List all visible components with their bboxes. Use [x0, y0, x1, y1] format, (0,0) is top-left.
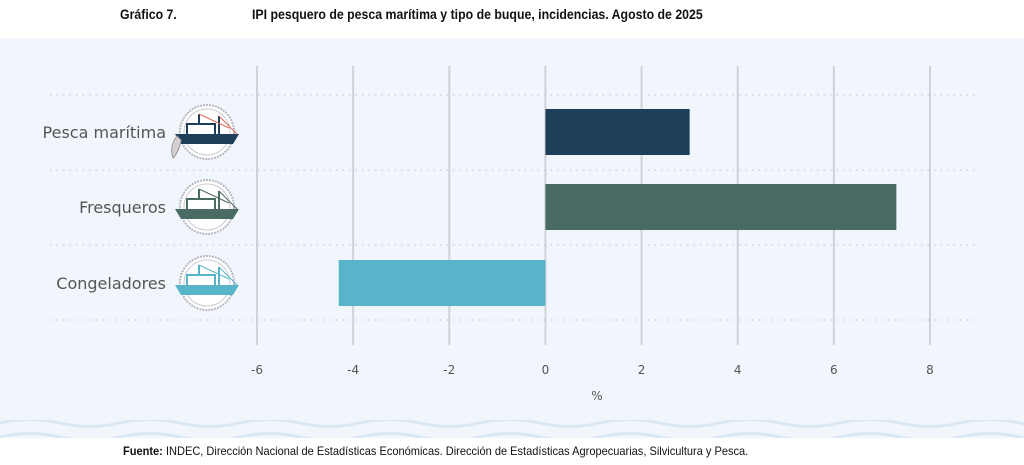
wave-decoration: [0, 420, 1024, 438]
bar-pesca-mar-tima: [545, 109, 690, 155]
chart-title: IPI pesquero de pesca marítima y tipo de…: [252, 6, 703, 22]
source-label: Fuente:: [123, 444, 163, 458]
fresh-fish-trawler-icon: [175, 179, 239, 235]
x-tick-label: 0: [542, 363, 550, 377]
x-tick-label: 8: [926, 363, 934, 377]
bar-congeladores: [338, 260, 546, 306]
freezer-trawler-icon: [175, 255, 239, 311]
x-tick-label: -6: [251, 363, 263, 377]
figure-label: Gráfico 7.: [120, 6, 177, 22]
category-label: Pesca marítima: [43, 123, 166, 142]
x-tick-label: 2: [638, 363, 646, 377]
chart-panel: Pesca marítima Fresqueros Congeladores -…: [0, 38, 1024, 438]
x-tick-label: -2: [443, 363, 455, 377]
x-tick-label: -4: [347, 363, 359, 377]
x-tick-label: 6: [830, 363, 838, 377]
bar-fresqueros: [545, 184, 897, 230]
fishing-boat-icon: [171, 104, 239, 160]
x-tick-label: 4: [734, 363, 742, 377]
source-text: INDEC, Dirección Nacional de Estadística…: [162, 444, 749, 458]
source-note: Fuente: INDEC, Dirección Nacional de Est…: [123, 444, 748, 458]
bar-chart: Pesca marítima Fresqueros Congeladores -…: [0, 66, 1024, 438]
category-label: Fresqueros: [79, 198, 166, 217]
category-label: Congeladores: [56, 274, 166, 293]
x-axis-label: %: [591, 389, 602, 403]
